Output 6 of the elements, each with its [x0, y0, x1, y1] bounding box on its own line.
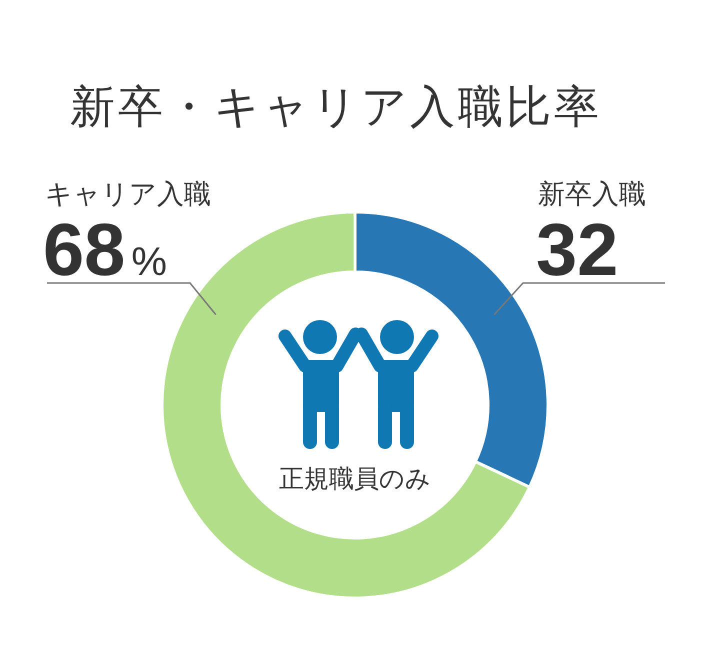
slice-label: 新卒入職 [538, 179, 646, 209]
data-label: 68% [43, 208, 167, 291]
chart-title: 新卒・キャリア入職比率 [70, 81, 602, 132]
slice-label: キャリア入職 [45, 179, 211, 209]
text: 正規職員のみ [279, 465, 431, 493]
data-label: 32 [536, 208, 618, 291]
